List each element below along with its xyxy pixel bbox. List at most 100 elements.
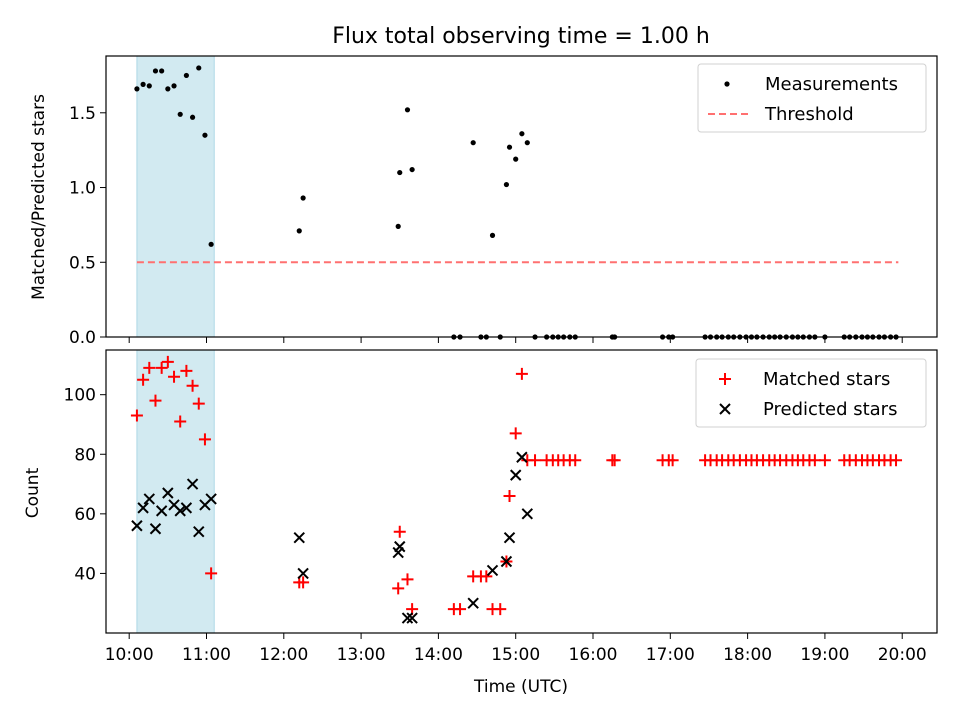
measurements-point [470,140,476,146]
measurements-point [524,140,530,146]
measurements-point [165,86,171,92]
x-tick-label: 14:00 [414,645,463,665]
matched-stars-point [666,454,679,467]
measurements-point [183,72,189,79]
measurements-point [196,65,202,71]
predicted-stars-point [149,523,162,535]
matched-stars-point [205,567,218,580]
matched-stars-point [454,603,467,616]
measurements-point [397,169,403,176]
legend-predicted-label: Predicted stars [763,399,897,420]
x-axis-label: Time (UTC) [473,677,568,697]
bottom-y-tick-label: 80 [74,445,96,465]
matched-stars-point [130,409,143,422]
matched-stars-point [569,454,582,467]
top-highlight-span [136,55,215,338]
legend-top: Measurements Threshold [697,63,927,133]
predicted-stars-point [401,612,414,624]
top-y-tick-label: 1.5 [69,104,96,124]
bottom-ylabel: Count [23,467,43,518]
predicted-stars-point [394,540,406,553]
measurements-point [395,223,401,229]
predicted-stars-point [186,478,199,490]
x-tick-label: 17:00 [646,645,695,665]
top-y-tick-label: 1.0 [69,179,96,199]
measurements-point [404,107,411,113]
predicted-stars-point [155,505,168,517]
matched-stars-point [180,364,193,377]
legend-bottom-frame [695,358,927,428]
predicted-stars-point [180,502,193,514]
legend-bottom: Matched stars Predicted stars [695,358,927,428]
matched-stars-point [494,603,507,616]
measurements-point [409,166,415,173]
x-tick-label: 19:00 [800,645,849,665]
matched-stars-point [818,454,831,467]
measurements-point [171,83,177,89]
measurements-point [159,68,165,74]
measurements-point [513,156,519,162]
x-tick-label: 15:00 [491,645,540,665]
measurements-point [489,232,496,238]
top-panel: 0.0 0.5 1.0 1.5 [69,55,938,348]
matched-stars-point [480,570,493,583]
x-tick-label: 10:00 [105,645,154,665]
matched-stars-point [186,379,199,392]
predicted-stars-point [297,567,309,580]
matched-stars-point [192,397,205,410]
matched-stars-point [155,361,168,374]
predicted-stars-point [467,597,479,609]
legend-measurements-label: Measurements [765,74,898,95]
matched-stars-point [509,427,522,440]
measurements-point [503,181,510,188]
measurements-point [300,195,306,201]
matched-stars-point [143,361,156,374]
measurements-point [134,86,140,92]
top-y-tick-label: 0.0 [69,328,96,348]
x-tick-label: 18:00 [723,645,772,665]
predicted-stars-point [521,508,534,520]
legend-matched-marker [719,373,731,385]
predicted-stars-point [205,493,217,505]
predicted-stars-point [486,564,499,577]
predicted-stars-point [162,487,174,499]
matched-stars-point [174,415,187,428]
matched-stars-point [401,573,414,586]
matched-stars-point [503,489,516,502]
chart-title: Flux total observing time = 1.00 h [332,24,710,49]
legend-matched-label: Matched stars [763,369,890,390]
predicted-stars-point [406,612,418,624]
top-y-tick-label: 0.5 [69,253,96,273]
matched-stars-point [297,576,310,589]
bottom-axes-frame [105,349,938,634]
x-tick-label: 20:00 [878,645,927,665]
legend-measurements-marker [724,81,730,87]
x-tick-label: 12:00 [259,645,308,665]
x-tick-label: 16:00 [569,645,618,665]
top-ylabel: Matched/Predicted stars [29,94,49,300]
bottom-panel: 40 60 80 100 10:00 11:00 12:00 13:00 14:00 15:00 1… [64,349,938,665]
predicted-stars-point [193,526,205,538]
measurements-point [519,131,525,137]
bottom-highlight-span [136,349,215,634]
top-axes-frame [105,55,938,338]
matched-stars-point [890,454,903,467]
bottom-y-tick-label: 100 [64,386,96,406]
matched-stars-point [608,454,621,467]
matched-stars-point [808,454,821,467]
predicted-stars-point [503,531,516,544]
bottom-y-tick-label: 60 [74,505,96,525]
measurements-point [152,68,159,74]
matched-stars-point [515,367,528,380]
legend-threshold-label: Threshold [764,104,854,125]
matched-stars-point [198,433,211,446]
predicted-stars-point [143,493,155,505]
matched-stars-point [161,355,174,368]
measurements-point [189,114,196,120]
matched-stars-point [529,454,542,467]
matched-stars-point [149,394,162,407]
predicted-stars-point [174,505,186,517]
measurements-point [177,111,183,117]
predicted-stars-point [293,531,305,544]
